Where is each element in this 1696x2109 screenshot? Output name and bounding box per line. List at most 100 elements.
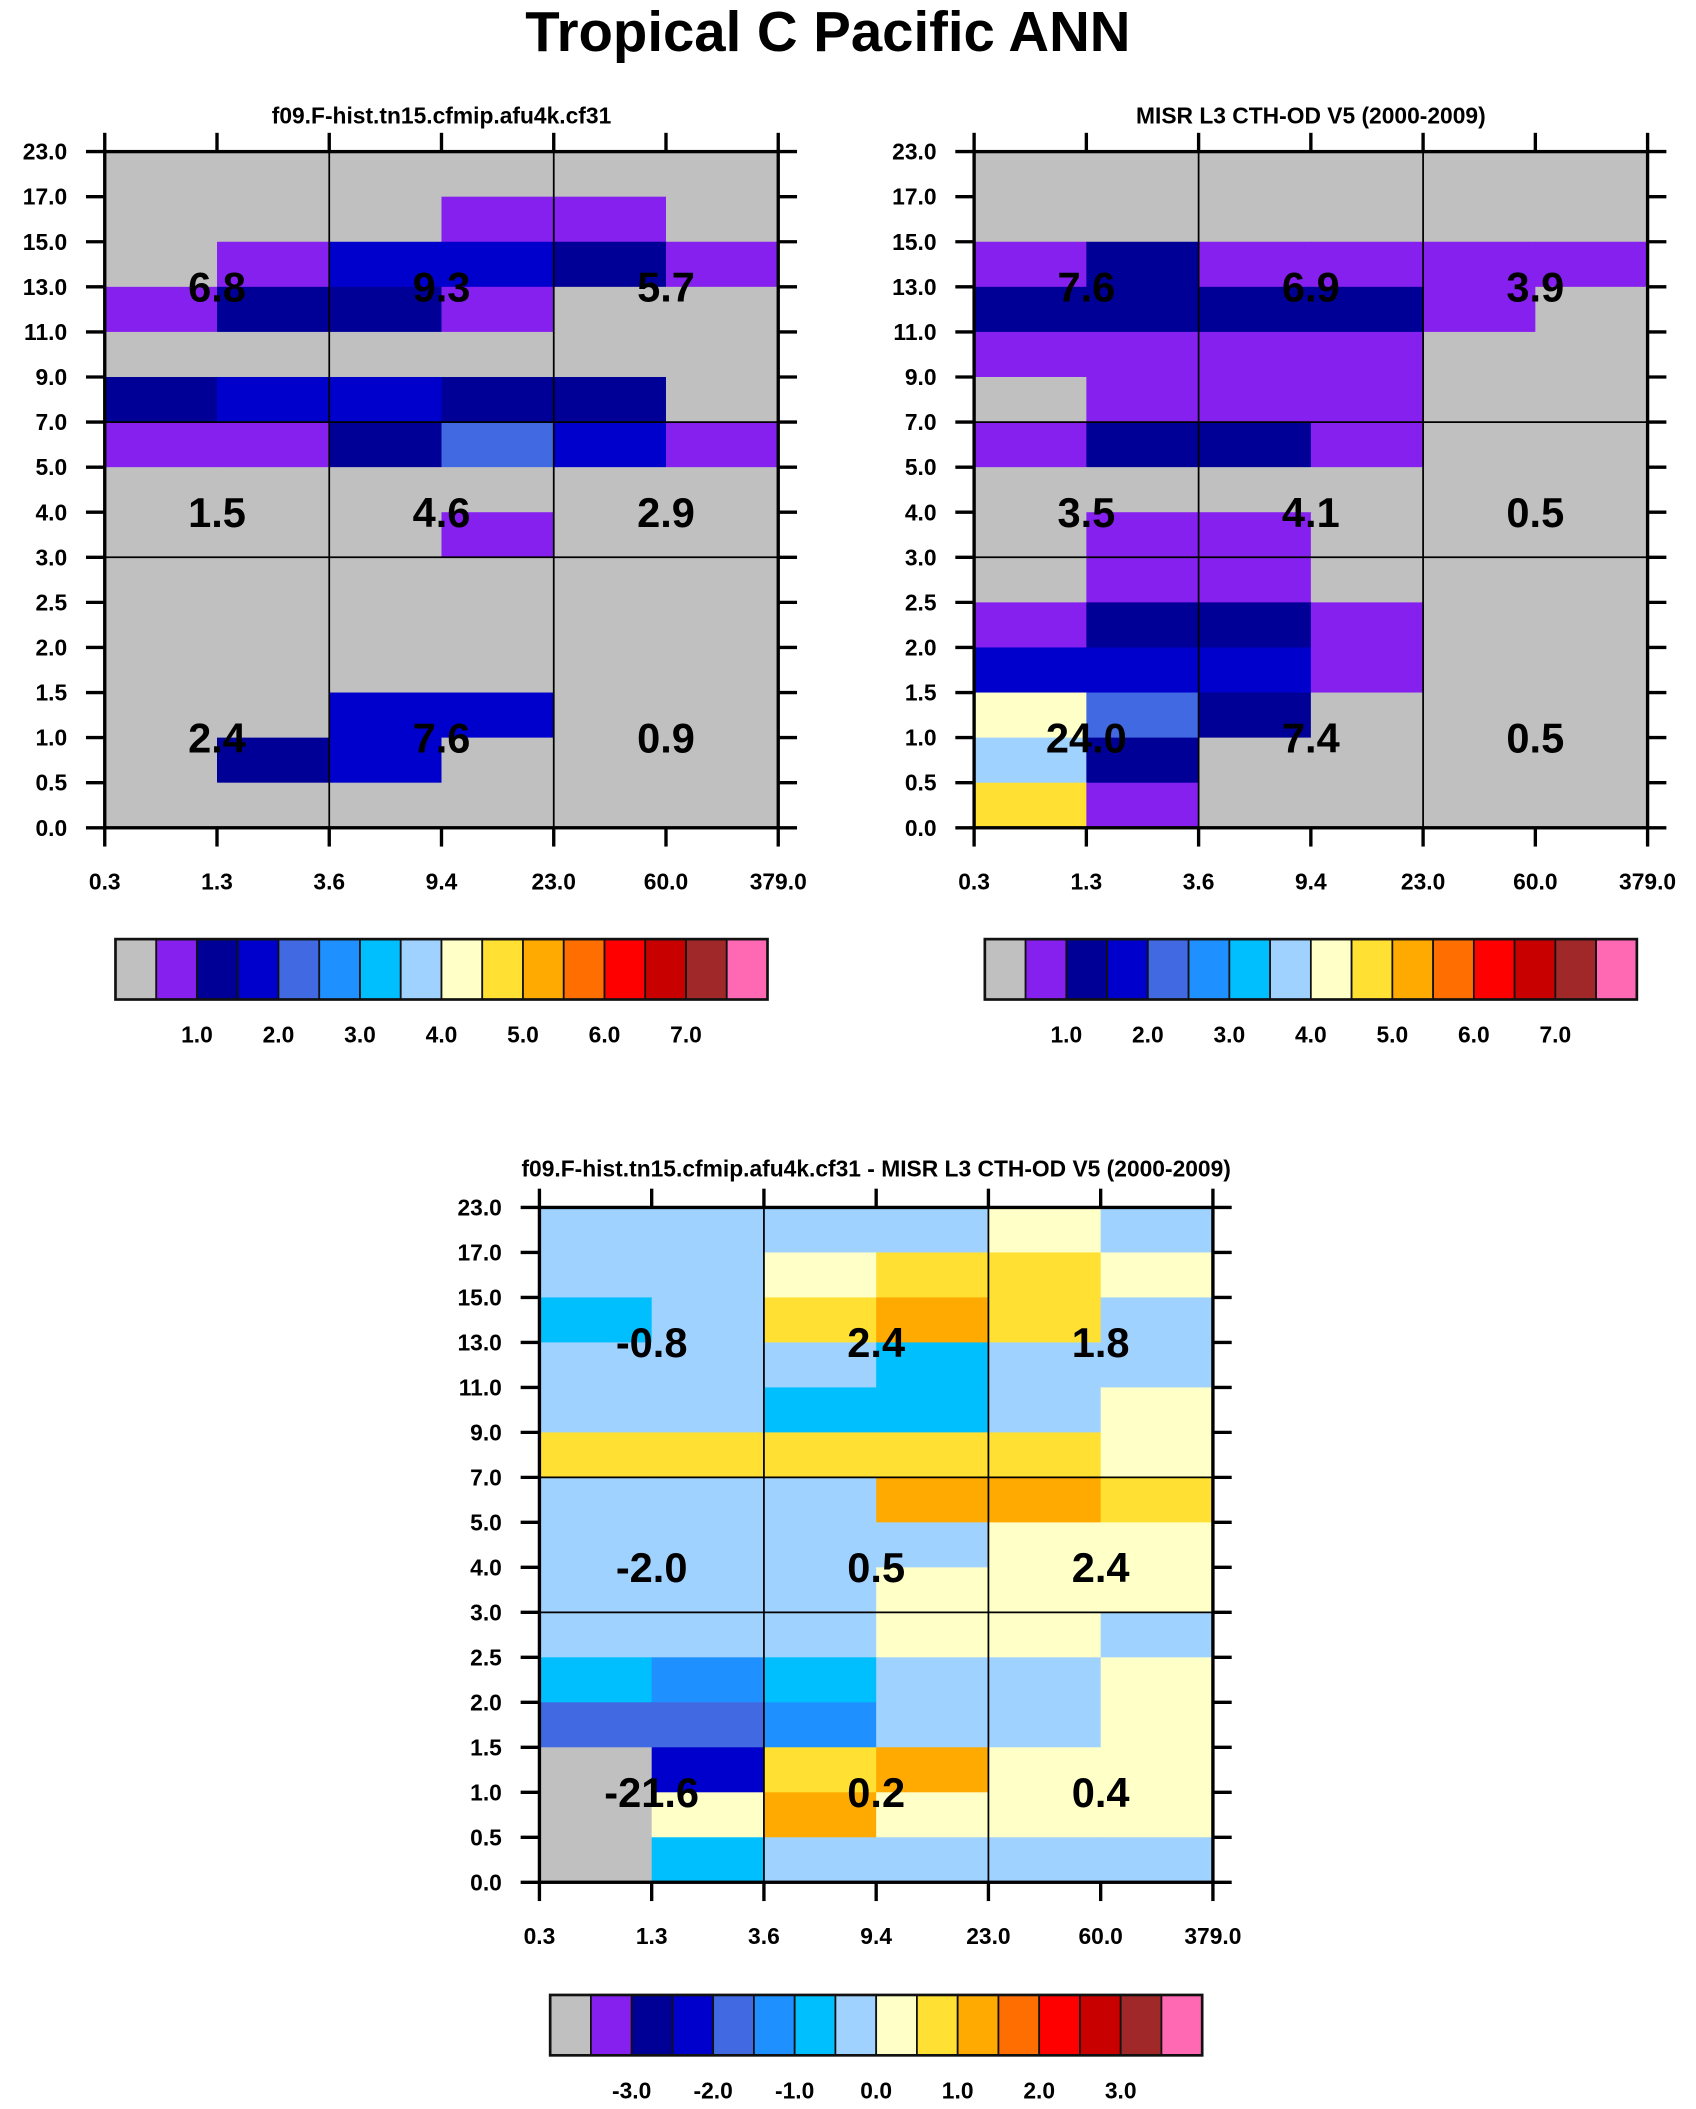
colorbar-box xyxy=(155,938,198,1001)
block-value-label: 2.4 xyxy=(188,714,246,761)
y-tick-label: 5.0 xyxy=(35,454,67,480)
colorbar-box xyxy=(440,938,484,1001)
heatmap-cell xyxy=(1086,467,1200,514)
y-tick-label: 13.0 xyxy=(892,274,936,300)
heatmap-cell xyxy=(1100,1432,1214,1479)
y-tick-label: 9.0 xyxy=(905,364,937,390)
heatmap-cell xyxy=(665,782,780,829)
x-tick-label: 9.4 xyxy=(426,868,458,894)
heatmap-cell xyxy=(1423,286,1537,333)
heatmap-cell xyxy=(665,467,780,514)
heatmap-cell xyxy=(763,1837,877,1884)
colorbar-box xyxy=(236,938,280,1001)
heatmap-cell xyxy=(988,1342,1102,1389)
y-tick-label: 11.0 xyxy=(459,1374,502,1400)
y-tick-label: 4.0 xyxy=(470,1554,502,1580)
heatmap-cell xyxy=(104,467,218,514)
heatmap-cell xyxy=(539,1387,653,1434)
colorbar-label: 6.0 xyxy=(1458,1021,1490,1047)
heatmap-cell xyxy=(1198,467,1312,514)
colorbar-box xyxy=(983,938,1027,1001)
heatmap-cell xyxy=(974,467,1088,514)
heatmap-cell xyxy=(651,1612,765,1659)
heatmap-cell xyxy=(1086,647,1200,694)
heatmap-cell xyxy=(1086,557,1200,604)
heatmap-cell xyxy=(216,692,331,739)
heatmap-cell xyxy=(974,602,1088,649)
y-tick-label: 17.0 xyxy=(892,184,936,210)
heatmap-cell xyxy=(651,1792,765,1839)
heatmap-cell xyxy=(651,1252,765,1299)
heatmap-cell xyxy=(553,331,667,378)
heatmap-cell xyxy=(1423,376,1537,423)
heatmap-cell xyxy=(1423,647,1537,694)
heatmap-cell xyxy=(1198,512,1312,559)
colorbar-label: -2.0 xyxy=(694,2077,733,2103)
block-value-label: 3.5 xyxy=(1057,489,1115,536)
block-value-label: 5.7 xyxy=(637,264,695,311)
heatmap-cell xyxy=(1310,422,1424,468)
y-tick-label: 17.0 xyxy=(23,184,67,210)
colorbar-label: 0.0 xyxy=(860,2077,892,2103)
heatmap-cell xyxy=(1086,692,1200,739)
y-tick-label: 1.5 xyxy=(470,1734,502,1760)
heatmap-cell xyxy=(665,241,780,288)
heatmap-cell xyxy=(763,1657,877,1704)
heatmap-cell xyxy=(974,376,1088,423)
colorbar-box xyxy=(916,1994,959,2057)
block-value-label: 4.6 xyxy=(413,489,471,536)
colorbar-box xyxy=(399,938,443,1001)
x-tick-label: 60.0 xyxy=(1078,1923,1122,1949)
heatmap-cell xyxy=(553,692,667,739)
heatmap-cell xyxy=(876,1477,990,1524)
heatmap-cell xyxy=(1310,286,1424,333)
heatmap-cell xyxy=(104,782,218,829)
heatmap-cell xyxy=(665,151,780,198)
colorbar-label: 3.0 xyxy=(344,1021,376,1047)
heatmap-cell xyxy=(104,557,218,604)
y-tick-label: 0.5 xyxy=(35,770,67,796)
heatmap-cell xyxy=(1310,241,1424,288)
colorbar-box xyxy=(359,938,402,1001)
heatmap-cell xyxy=(1086,376,1200,423)
y-tick-label: 1.0 xyxy=(905,725,937,751)
heatmap-cell xyxy=(104,331,218,378)
heatmap-cell xyxy=(763,1207,877,1254)
heatmap-cell xyxy=(876,1387,990,1434)
colorbar-box xyxy=(997,1994,1041,2057)
heatmap-cell xyxy=(974,512,1088,559)
heatmap-cell xyxy=(763,1702,877,1749)
colorbar-box xyxy=(725,938,769,1001)
heatmap-cell xyxy=(974,151,1088,198)
y-tick-label: 0.5 xyxy=(905,770,937,796)
heatmap-cell xyxy=(1310,647,1424,694)
x-tick-label: 1.3 xyxy=(636,1923,668,1949)
heatmap-cell xyxy=(1086,151,1200,198)
heatmap-cell xyxy=(1086,196,1200,243)
heatmap-cell xyxy=(988,1477,1102,1524)
x-tick-label: 60.0 xyxy=(644,868,688,894)
heatmap-cell xyxy=(539,1432,653,1479)
heatmap-cell xyxy=(539,1747,653,1794)
heatmap-cell xyxy=(988,1837,1102,1884)
heatmap-cell xyxy=(876,1207,990,1254)
heatmap-cell xyxy=(329,241,443,288)
heatmap-cell xyxy=(1086,602,1200,649)
heatmap-cell xyxy=(651,1387,765,1434)
y-tick-label: 13.0 xyxy=(23,274,67,300)
colorbar-box xyxy=(1228,938,1271,1001)
heatmap-cell xyxy=(1535,647,1649,694)
block-value-label: -2.0 xyxy=(616,1544,688,1591)
heatmap-cell xyxy=(665,286,780,333)
heatmap-cell xyxy=(1423,196,1537,243)
heatmap-cell xyxy=(539,1792,653,1839)
panel-observation: MISR L3 CTH-OD V5 (2000-2009) 7.6 6.9 3.9 3.… xyxy=(892,102,1676,1047)
heatmap-cell xyxy=(1310,782,1424,829)
heatmap-cell xyxy=(1535,286,1649,333)
colorbar-box xyxy=(549,1994,592,2057)
heatmap-cell xyxy=(329,692,443,739)
heatmap-cell xyxy=(1100,1252,1214,1299)
heatmap-cell xyxy=(329,422,443,468)
heatmap-cell xyxy=(763,1612,877,1659)
y-tick-label: 3.0 xyxy=(470,1599,502,1625)
